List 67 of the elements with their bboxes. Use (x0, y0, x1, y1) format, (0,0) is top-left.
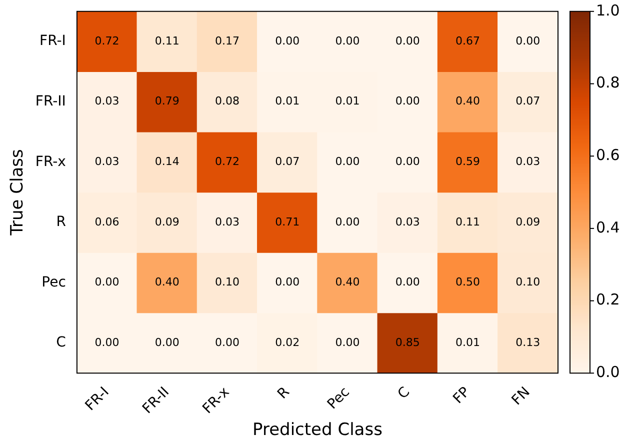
data-label: 0.79 (154, 94, 180, 108)
y-tick-label: FR-x (35, 154, 66, 170)
x-axis-title: Predicted Class (252, 420, 383, 440)
x-tick-label: Pec (324, 384, 353, 413)
data-label: 0.07 (516, 94, 540, 108)
data-label: 0.72 (94, 34, 120, 48)
data-label: 0.09 (154, 215, 180, 228)
data-label: 0.06 (94, 215, 120, 228)
data-label: 0.00 (516, 34, 540, 48)
data-label: 0.07 (275, 154, 300, 168)
data-label: 0.03 (395, 215, 420, 228)
data-label: 0.00 (395, 154, 420, 168)
data-label: 0.02 (275, 336, 300, 349)
data-label: 0.09 (516, 215, 540, 228)
data-label: 0.01 (335, 94, 360, 108)
data-label: 0.11 (456, 215, 480, 228)
data-label: 0.03 (215, 215, 240, 228)
color-bar-label: 0.8 (596, 74, 620, 92)
y-tick-label: R (56, 214, 66, 230)
data-label: 0.85 (395, 336, 420, 349)
data-label: 0.00 (275, 276, 300, 289)
data-label: 0.00 (94, 276, 120, 289)
data-label: 0.00 (275, 34, 300, 48)
data-label: 0.03 (94, 154, 120, 168)
x-tick-label: R (274, 384, 293, 402)
data-label: 0.00 (335, 215, 360, 228)
data-label: 0.59 (456, 154, 480, 168)
data-label: 0.11 (154, 34, 180, 48)
y-tick-label: FR-I (40, 33, 66, 50)
data-label: 0.00 (94, 336, 120, 349)
data-label: 0.00 (154, 336, 180, 349)
data-label: 0.17 (215, 34, 240, 48)
color-bar-label: 0.2 (596, 290, 620, 309)
data-label: 0.50 (456, 276, 480, 289)
color-bar-label: 1.0 (596, 1, 620, 20)
data-label: 0.00 (335, 336, 360, 349)
data-label: 0.40 (456, 94, 480, 108)
data-label: 0.01 (456, 336, 480, 349)
data-label: 0.08 (215, 94, 240, 108)
data-label: 0.13 (516, 336, 540, 349)
data-label: 0.01 (275, 94, 300, 108)
data-label: 0.00 (215, 336, 240, 349)
color-bar-label: 0.4 (596, 218, 620, 236)
x-tick-label: FP (450, 384, 474, 408)
data-label: 0.10 (215, 276, 240, 289)
y-axis-title: True Class (8, 149, 28, 236)
data-label: 0.00 (395, 34, 420, 48)
color-bar-label: 0.0 (596, 363, 620, 382)
data-label: 0.40 (335, 276, 360, 289)
data-label: 0.03 (94, 94, 120, 108)
data-label: 0.14 (154, 154, 180, 168)
y-tick-label: C (56, 334, 66, 351)
color-bar-label: 0.6 (596, 146, 620, 164)
data-label: 0.71 (275, 215, 300, 228)
data-label: 0.40 (154, 276, 180, 289)
y-tick-label: FR-II (35, 93, 66, 110)
y-tick-label: Pec (42, 274, 66, 290)
x-tick-label: FN (508, 384, 534, 409)
data-label: 0.67 (456, 34, 480, 48)
data-label: 0.03 (516, 154, 540, 168)
data-label: 0.00 (395, 94, 420, 108)
data-label: 0.00 (335, 34, 360, 48)
data-label: 0.10 (516, 276, 540, 289)
data-label: 0.00 (335, 154, 360, 168)
data-label: 0.00 (395, 276, 420, 289)
data-label: 0.72 (215, 154, 240, 168)
x-tick-label: C (394, 384, 414, 402)
